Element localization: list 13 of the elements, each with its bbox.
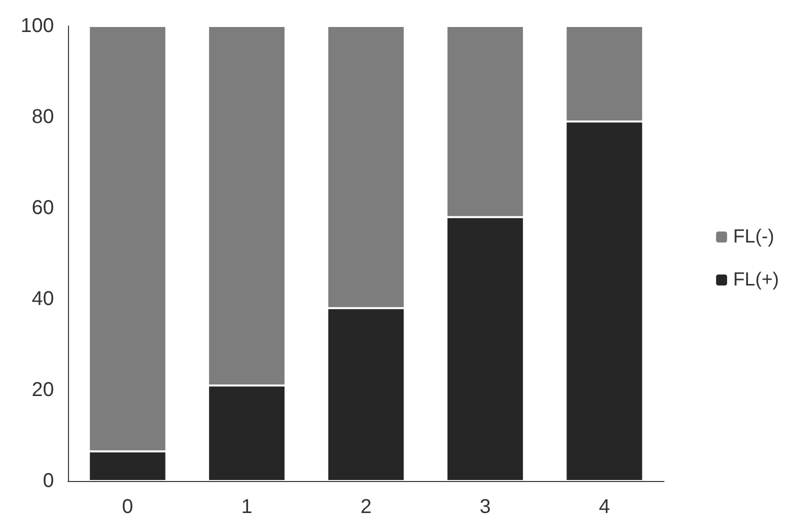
- y-tick-label: 80: [32, 106, 54, 128]
- legend-label: FL(+): [733, 270, 780, 290]
- y-tick-label: 20: [32, 379, 54, 401]
- y-tick-label: 0: [42, 470, 54, 492]
- x-tick-label: 3: [480, 496, 491, 517]
- legend-label: FL(-): [733, 226, 774, 248]
- y-tick-label: 100: [20, 15, 54, 37]
- x-tick-label: 2: [360, 496, 372, 517]
- x-tick-label: 4: [598, 496, 610, 517]
- y-tick-label: 60: [32, 197, 54, 219]
- x-tick-label: 1: [241, 496, 252, 517]
- x-tick-label: 0: [122, 496, 134, 517]
- y-tick-label: 40: [32, 288, 54, 310]
